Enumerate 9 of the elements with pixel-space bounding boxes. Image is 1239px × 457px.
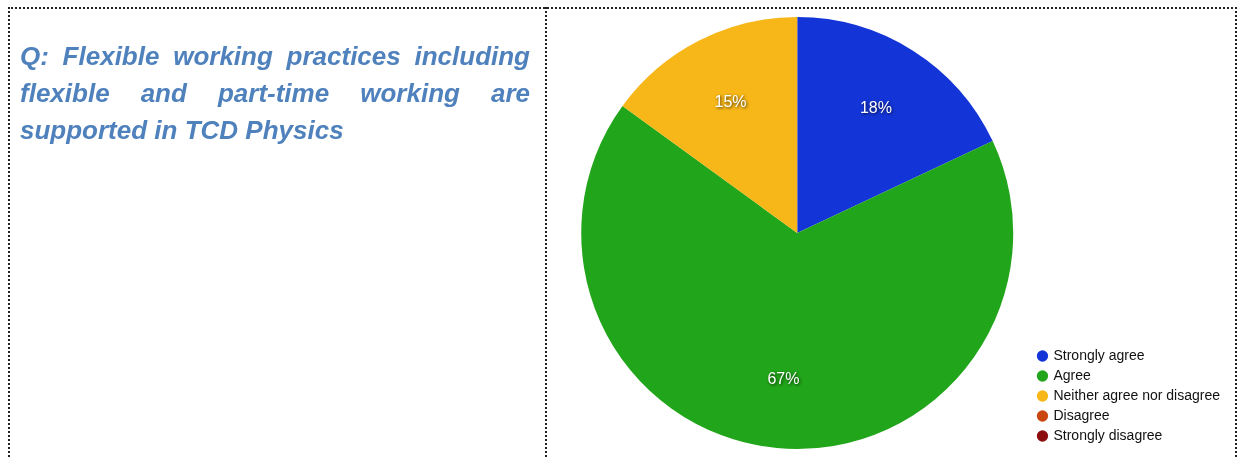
legend-label: Strongly disagree: [1053, 426, 1163, 443]
data-label: 18%: [859, 99, 892, 117]
legend-label: Agree: [1053, 366, 1092, 383]
text: Q: Flexible working practices including flexible and part-time working are supported in TCD Physics: [20, 40, 530, 147]
legend-label: Neither agree nor disagree: [1053, 386, 1221, 403]
data-label: 15%: [714, 92, 747, 110]
data-label: 67%: [767, 369, 800, 387]
legend-label: Disagree: [1053, 406, 1110, 423]
legend-label: Strongly agree: [1053, 346, 1145, 363]
